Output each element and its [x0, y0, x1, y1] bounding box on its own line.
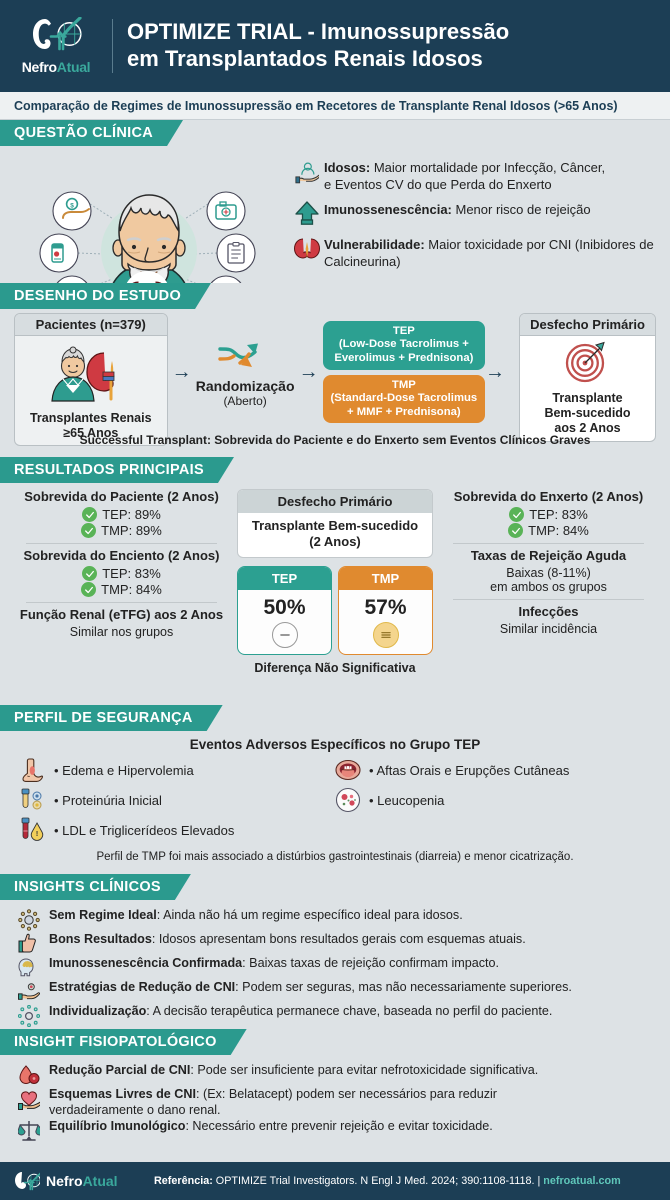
- svg-text:$: $: [70, 203, 74, 210]
- svg-text:!: !: [36, 831, 38, 838]
